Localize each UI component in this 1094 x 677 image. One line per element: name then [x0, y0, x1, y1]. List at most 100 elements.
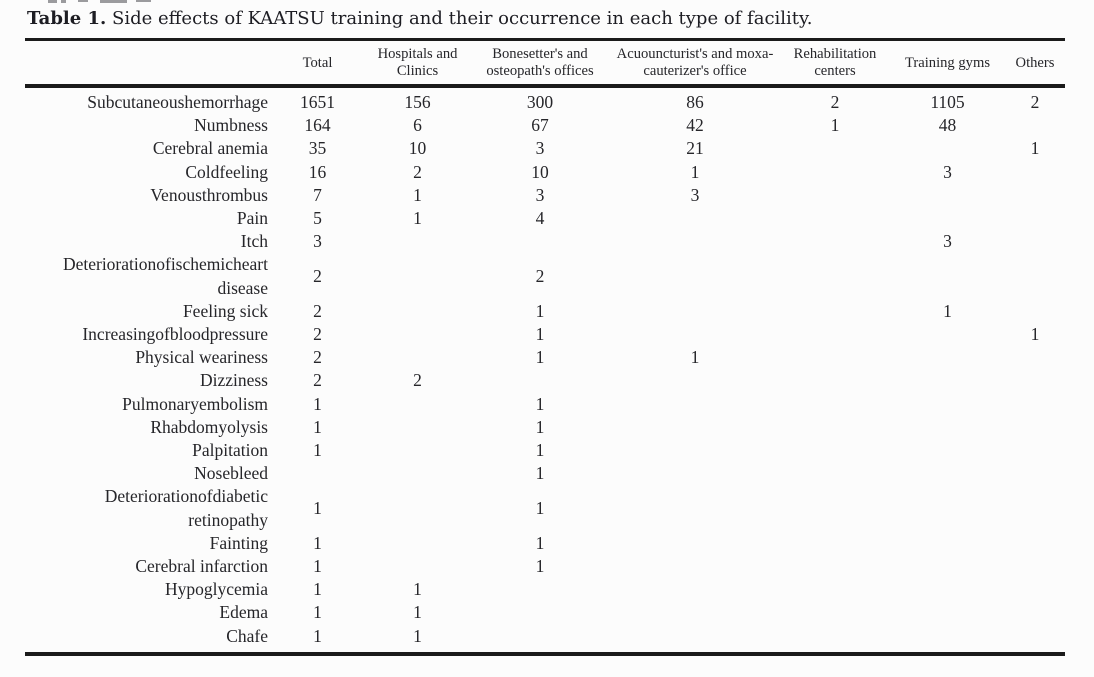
- data-cell: [365, 253, 470, 299]
- data-cell: 1: [535, 393, 545, 414]
- data-cell: 10: [531, 161, 549, 182]
- data-cell: 300: [526, 92, 554, 112]
- data-cell: [890, 578, 1005, 601]
- data-cell: [610, 230, 780, 253]
- data-cell: 1651: [300, 92, 335, 112]
- data-cell: [780, 439, 890, 462]
- data-cell: [1005, 346, 1065, 369]
- table-row: Cerebral infarction 1 1: [25, 555, 1065, 578]
- data-cell: [1005, 555, 1065, 578]
- data-cell: [610, 555, 780, 578]
- row-label: Pulmonaryembolism: [122, 393, 268, 414]
- data-cell: [1005, 393, 1065, 416]
- data-cell: 1: [313, 579, 322, 600]
- data-cell: [890, 393, 1005, 416]
- data-cell: [610, 253, 780, 299]
- data-cell: [1005, 369, 1065, 392]
- row-label: Rhabdomyolysis: [150, 416, 268, 437]
- data-cell: 3: [943, 231, 952, 252]
- data-cell: [780, 346, 890, 369]
- table-row: Subcutaneoushemorrhage 1651 156 300 86 2 1105 2: [25, 86, 1065, 114]
- data-cell: 1: [413, 625, 422, 646]
- table-row: Coldfeeling 16 2 10 1 3: [25, 161, 1065, 184]
- data-cell: [610, 532, 780, 555]
- data-cell: 2: [313, 370, 322, 391]
- data-cell: [470, 625, 610, 654]
- data-cell: [780, 300, 890, 323]
- data-cell: [365, 300, 470, 323]
- table-row: Venousthrombus 7 1 3 3: [25, 184, 1065, 207]
- table-row: Pain 5 1 4: [25, 207, 1065, 230]
- data-cell: 4: [535, 208, 545, 229]
- row-label: Deteriorationofdiabetic retinopathy: [104, 486, 268, 530]
- row-label: Dizziness: [199, 370, 268, 391]
- data-cell: [780, 625, 890, 654]
- row-label: Nosebleed: [194, 463, 268, 484]
- data-cell: 1: [535, 300, 545, 321]
- row-label: Feeling sick: [182, 300, 268, 321]
- row-label: Fainting: [209, 532, 268, 553]
- table-row: Nosebleed 1: [25, 462, 1065, 485]
- data-cell: 6: [413, 115, 422, 136]
- data-cell: [1005, 253, 1065, 299]
- data-cell: [365, 439, 470, 462]
- row-label: Edema: [219, 602, 268, 623]
- data-cell: 2: [413, 161, 422, 182]
- table-row: Itch 3 3: [25, 230, 1065, 253]
- data-cell: 1: [313, 498, 322, 519]
- row-label: Coldfeeling: [185, 161, 268, 182]
- table-row: Physical weariness 2 1 1: [25, 346, 1065, 369]
- side-effects-table: Total Hospitals and Clinics Bonesetter's a…: [25, 38, 1065, 656]
- data-cell: [890, 532, 1005, 555]
- data-cell: 86: [686, 92, 704, 112]
- data-cell: 3: [690, 184, 700, 205]
- data-cell: 1: [1030, 324, 1040, 345]
- data-cell: [365, 555, 470, 578]
- row-label: Numbness: [194, 115, 268, 136]
- data-cell: [780, 207, 890, 230]
- data-cell: 3: [535, 184, 545, 205]
- data-cell: 2: [1030, 92, 1040, 112]
- data-cell: 1: [535, 416, 545, 437]
- table-row: Palpitation 1 1: [25, 439, 1065, 462]
- data-cell: [1005, 625, 1065, 654]
- data-cell: 1: [690, 161, 700, 182]
- column-header: Hospitals and Clinics: [365, 39, 470, 88]
- data-cell: [270, 462, 365, 485]
- table-row: Dizziness 2 2: [25, 369, 1065, 392]
- data-cell: [610, 485, 780, 531]
- row-label: Itch: [240, 231, 268, 252]
- data-cell: [1005, 230, 1065, 253]
- data-cell: 1: [313, 602, 322, 623]
- scan-crop-artifact: [78, 0, 88, 2]
- data-cell: [890, 369, 1005, 392]
- data-cell: [365, 346, 470, 369]
- data-cell: [610, 300, 780, 323]
- data-cell: 1: [830, 115, 840, 136]
- column-header: Total: [270, 39, 365, 88]
- data-cell: [780, 161, 890, 184]
- data-cell: [365, 416, 470, 439]
- data-cell: 2: [313, 300, 322, 321]
- scan-crop-artifact: [136, 0, 151, 2]
- data-cell: [890, 184, 1005, 207]
- data-cell: [1005, 300, 1065, 323]
- column-header: Others: [1005, 39, 1065, 88]
- data-cell: 7: [313, 184, 322, 205]
- data-cell: 1105: [930, 92, 965, 112]
- data-cell: 16: [308, 161, 327, 182]
- data-cell: [890, 346, 1005, 369]
- row-label-header: [25, 39, 270, 88]
- data-cell: [890, 416, 1005, 439]
- table-row: Fainting 1 1: [25, 532, 1065, 555]
- data-cell: [780, 184, 890, 207]
- data-cell: [610, 323, 780, 346]
- data-cell: [610, 439, 780, 462]
- data-cell: [890, 253, 1005, 299]
- data-cell: [1005, 532, 1065, 555]
- table-row: Deteriorationofdiabetic retinopathy 1 1: [25, 485, 1065, 531]
- data-cell: 35: [308, 138, 327, 159]
- data-cell: [890, 137, 1005, 160]
- data-cell: [610, 462, 780, 485]
